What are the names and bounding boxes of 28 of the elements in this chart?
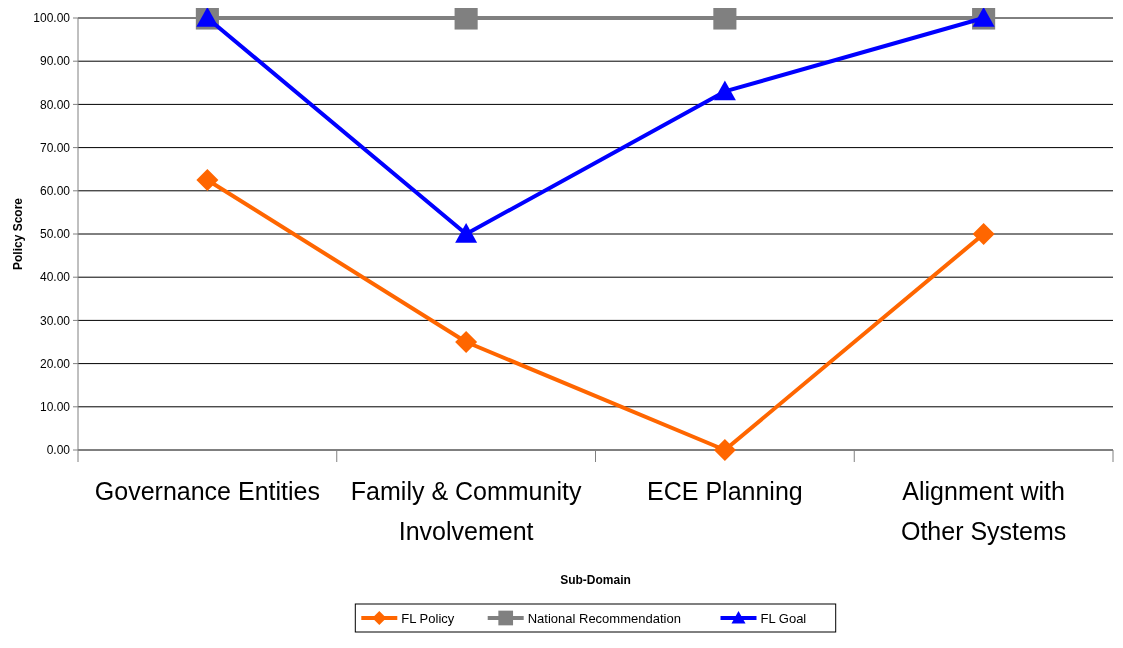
- legend-label: FL Goal: [760, 610, 807, 626]
- point: [713, 80, 736, 101]
- y-tick-label: 30.00: [39, 313, 71, 328]
- y-axis-title: Policy Score: [11, 197, 25, 271]
- x-tick-label: ECE Planning: [647, 477, 803, 505]
- y-tick-label: 100.00: [33, 11, 71, 26]
- point: [455, 223, 478, 243]
- y-tick-label: 90.00: [39, 54, 71, 69]
- point: [454, 8, 478, 30]
- point: [972, 223, 995, 245]
- legend-label: National Recommendation: [527, 610, 681, 626]
- y-tick-label: 50.00: [39, 227, 71, 242]
- y-tick-label: 0.00: [46, 443, 71, 458]
- y-tick-label: 80.00: [39, 97, 71, 112]
- point: [196, 169, 219, 191]
- x-axis-title: Sub-Domain: [560, 573, 631, 587]
- y-tick-label: 70.00: [39, 140, 71, 155]
- y-tick-label: 60.00: [39, 184, 71, 198]
- x-tick-label: Family & Community Involvement: [350, 477, 582, 545]
- point: [455, 331, 478, 353]
- x-tick-label: Alignment with Other Systems: [900, 477, 1067, 545]
- legend-label: FL Policy: [401, 610, 455, 626]
- x-tick-label: Governance Entities: [94, 477, 320, 505]
- point: [713, 8, 737, 30]
- y-tick-label: 10.00: [39, 400, 71, 414]
- y-tick-label: 40.00: [39, 270, 71, 285]
- point: [713, 439, 736, 461]
- y-tick-label: 20.00: [39, 356, 71, 371]
